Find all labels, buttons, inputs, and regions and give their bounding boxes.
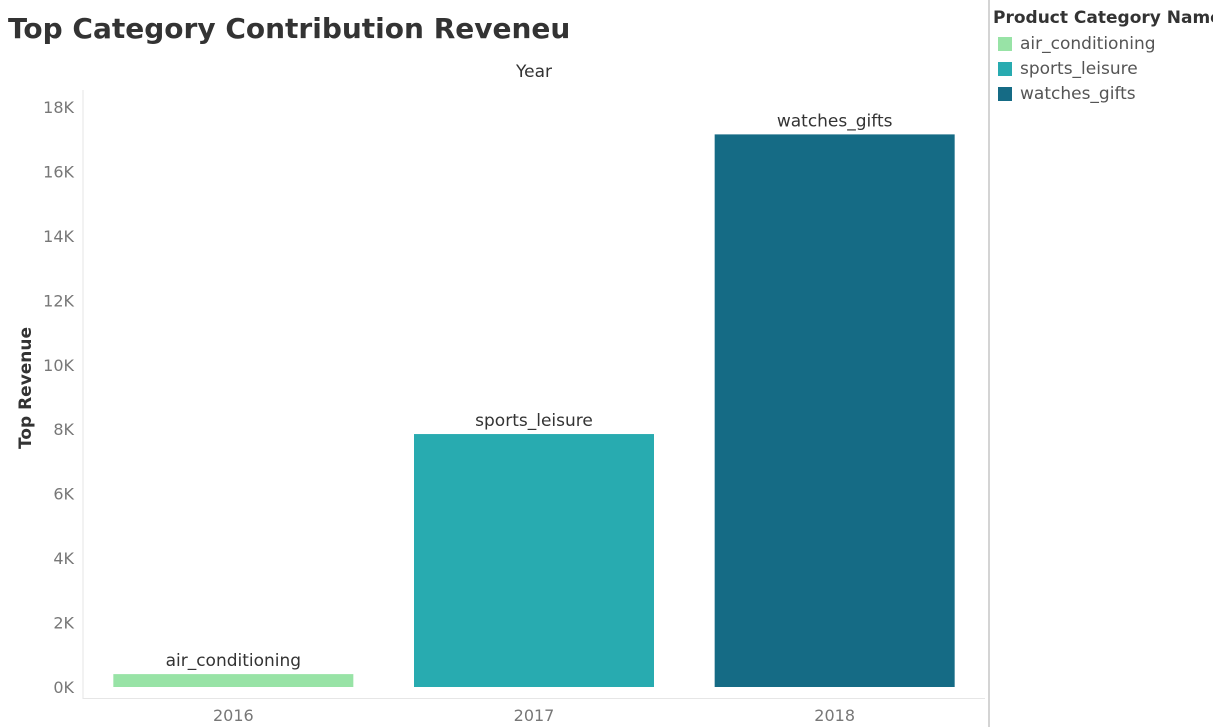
y-tick-label: 6K [53,485,74,504]
bar-label: air_conditioning [166,651,302,671]
y-axis-ticks: 0K 2K 4K 6K 8K 10K 12K 14K 16K 18K [43,98,74,697]
legend-divider [988,0,990,727]
y-tick-label: 8K [53,420,74,439]
bar-label: watches_gifts [777,111,893,131]
x-tick-label: 2018 [814,706,855,725]
bar-label: sports_leisure [475,411,593,431]
legend-swatch [998,61,1012,76]
legend-title: Product Category Name [993,8,1213,28]
bar-2016[interactable] [113,674,354,687]
bars [113,134,955,687]
y-tick-label: 14K [43,227,74,246]
x-axis-ticks: 2016 2017 2018 [213,706,855,725]
y-axis-title: Top Revenue [16,327,36,449]
legend-swatch [998,86,1012,101]
x-tick-label: 2016 [213,706,254,725]
bar-chart: Year Top Revenue 0K 2K 4K 6K 8K 10K 12K 14K 16K 1… [16,62,985,725]
y-tick-label: 0K [53,678,74,697]
y-tick-label: 4K [53,549,74,568]
x-tick-label: 2017 [514,706,555,725]
legend-item[interactable]: air_conditioning [993,31,1208,56]
legend-label: sports_leisure [1020,58,1138,79]
legend-label: air_conditioning [1020,33,1156,54]
y-tick-label: 16K [43,162,74,181]
bar-labels: air_conditioning sports_leisure watches_gi… [166,111,893,671]
legend-swatch [998,36,1012,51]
y-tick-label: 10K [43,356,74,375]
legend-item[interactable]: sports_leisure [993,56,1208,81]
x-axis-title: Year [515,62,552,82]
bar-2017[interactable] [414,434,654,687]
bar-2018[interactable] [714,134,955,687]
y-tick-label: 18K [43,98,74,117]
y-tick-label: 12K [43,291,74,310]
legend-label: watches_gifts [1020,83,1136,104]
legend-items: air_conditioning sports_leisure watches_gi… [993,31,1208,106]
legend-item[interactable]: watches_gifts [993,81,1208,106]
chart-title: Top Category Contribution Reveneu [8,12,571,45]
y-tick-label: 2K [53,614,74,633]
